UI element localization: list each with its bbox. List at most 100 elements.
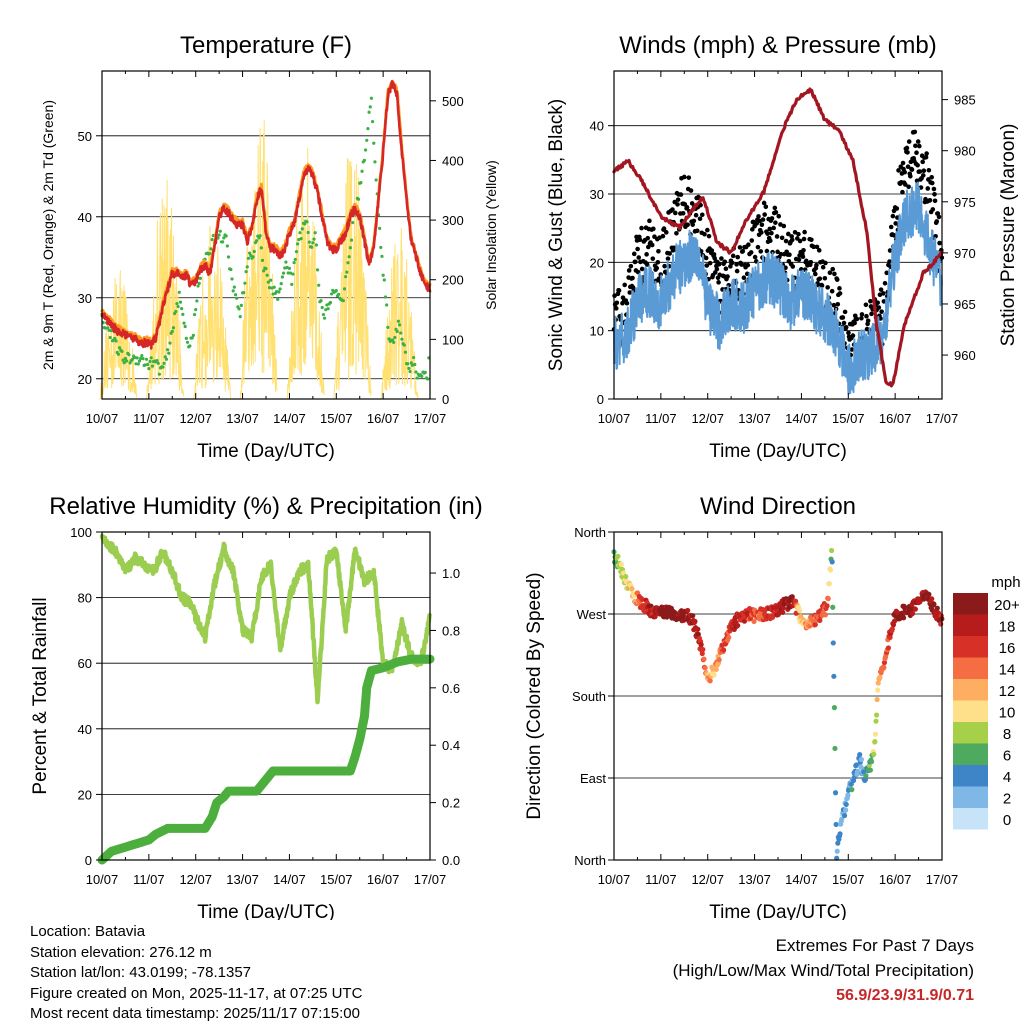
direction-point	[702, 665, 708, 671]
winds-gust-point	[776, 213, 782, 219]
direction-point	[829, 547, 835, 554]
temp-dewpoint-point	[249, 253, 253, 258]
direction-point	[891, 618, 898, 624]
direction-point	[862, 777, 868, 783]
temp-dewpoint-point	[372, 141, 376, 145]
temp-dewpoint-point	[400, 337, 404, 341]
winds-gust-point	[709, 248, 715, 253]
winds-y2tick-label: 985	[954, 93, 976, 108]
winds-gust-point	[837, 291, 843, 296]
temp-dewpoint-point	[365, 138, 369, 142]
temp-dewpoint-point	[406, 362, 410, 366]
temp-dewpoint-point	[175, 302, 179, 306]
winds-gust-point	[783, 265, 788, 271]
temp-ytick-label: 50	[78, 129, 92, 144]
direction-point	[881, 665, 887, 671]
figure-created: Figure created on Mon, 2025-11-17, at 07…	[30, 984, 363, 1002]
winds-ytick-label: 20	[590, 255, 604, 270]
temp-dewpoint-point	[161, 365, 165, 369]
winds-ytick-label: 0	[597, 392, 604, 407]
winds-gust-point	[913, 143, 918, 149]
winds-gust-point	[792, 229, 798, 235]
winds-gust-point	[627, 290, 633, 295]
temp-dewpoint-point	[222, 236, 226, 240]
winds-gust-point	[660, 233, 666, 239]
direction-point	[843, 801, 849, 808]
temp-dewpoint-point	[294, 250, 299, 254]
temp-dewpoint-point	[423, 370, 427, 374]
temp-y2tick-label: 300	[442, 213, 464, 228]
winds-gust-point	[767, 226, 773, 232]
winds-gust-point	[723, 266, 729, 272]
winds-gust-point	[704, 263, 710, 268]
winds-gust-point	[670, 207, 675, 212]
direction-point	[837, 831, 843, 837]
direction-point	[849, 787, 855, 793]
temp-dewpoint-point	[356, 197, 361, 201]
winds-gust-point	[906, 139, 912, 144]
winds-gust-point	[716, 261, 722, 267]
winds-gust-point	[762, 212, 767, 217]
winds-gust-point	[691, 218, 697, 224]
winds-ylabel: Sonic Wind & Gust (Blue, Black)	[546, 99, 567, 371]
direction-point	[700, 646, 706, 653]
direction-colorbar-label: 12	[999, 683, 1016, 700]
humidity-y2tick-label: 0.4	[442, 738, 460, 753]
winds-gust-point	[905, 150, 910, 155]
temp-dewpoint-point	[244, 270, 248, 274]
temp-dewpoint-point	[414, 370, 418, 374]
winds-xtick-label: 16/07	[879, 411, 912, 426]
winds-gust-point	[756, 214, 761, 219]
temp-dewpoint-point	[226, 255, 231, 259]
humidity-xtick-label: 10/07	[86, 872, 119, 887]
winds-gust-point	[690, 222, 696, 227]
temp-dewpoint-point	[121, 358, 125, 362]
winds-gust-point	[630, 275, 635, 281]
temp-dewpoint-point	[386, 325, 390, 329]
temp-dewpoint-point	[346, 261, 350, 265]
direction-ytick-label: North	[574, 525, 606, 540]
temp-insolation-line	[286, 147, 325, 400]
winds-gust-point	[706, 233, 712, 239]
winds-gust-point	[644, 252, 649, 257]
winds-gust-point	[734, 268, 740, 274]
temp-insolation-line	[99, 270, 138, 400]
winds-gust-point	[875, 300, 881, 305]
temp-dewpoint-point	[192, 312, 197, 317]
temp-xtick-label: 15/07	[320, 411, 353, 426]
temp-ylabel: 2m & 9m T (Red, Orange) & 2m Td (Green)	[40, 100, 56, 370]
direction-point	[741, 618, 748, 624]
temp-dewpoint-point	[221, 240, 225, 244]
direction-point	[841, 812, 848, 819]
winds-gust-point	[888, 224, 894, 230]
temp-dewpoint-point	[107, 328, 111, 332]
winds-gust-point	[937, 240, 942, 246]
direction-point	[873, 718, 879, 724]
temp-dewpoint-point	[134, 362, 138, 366]
temp-dewpoint-point	[265, 273, 269, 277]
temp-dewpoint-point	[167, 351, 171, 355]
winds-gust-point	[921, 168, 927, 174]
temp-xtick-label: 17/07	[414, 411, 447, 426]
temp-dewpoint-point	[381, 273, 385, 277]
temp-xtick-label: 10/07	[86, 411, 119, 426]
winds-gust-point	[624, 300, 630, 306]
direction-xtick-label: 13/07	[738, 872, 771, 887]
winds-gust-point	[909, 167, 915, 172]
winds-gust-point	[796, 257, 802, 263]
temp-dewpoint-point	[210, 238, 214, 242]
temp-dewpoint-point	[246, 256, 251, 260]
direction-xtick-label: 11/07	[645, 872, 677, 887]
winds-gust-point	[802, 229, 807, 235]
temp-dewpoint-point	[342, 287, 347, 291]
winds-gust-point	[661, 226, 667, 231]
winds-gust-point	[846, 330, 851, 336]
winds-gust-point	[927, 197, 933, 203]
humidity-ylabel: Percent & Total Rainfall	[30, 597, 51, 794]
winds-gust-point	[773, 220, 778, 225]
temp-dewpoint-point	[266, 280, 270, 284]
direction-ytick-label: North	[574, 853, 606, 868]
winds-gust-point	[868, 298, 873, 304]
temp-dewpoint-point	[298, 231, 302, 235]
winds-gust-point	[772, 205, 778, 211]
